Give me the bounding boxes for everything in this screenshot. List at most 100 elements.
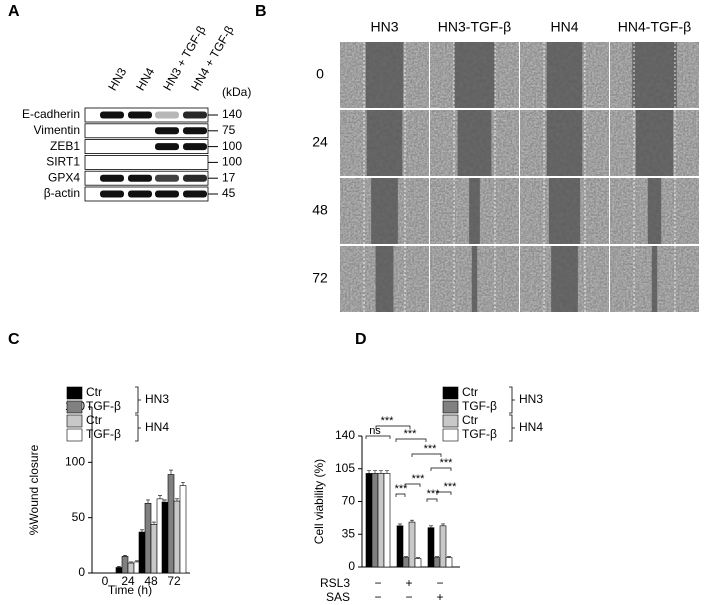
- legend-swatch: [66, 386, 83, 400]
- significance-bracket: [411, 453, 442, 457]
- panel-label: C: [8, 331, 20, 348]
- legend-group: HN4: [145, 420, 169, 434]
- legend-label: Ctr: [86, 385, 102, 399]
- bar: [115, 567, 123, 574]
- band: [183, 174, 207, 182]
- band: [155, 143, 179, 151]
- y-axis-title: Cell viability (%): [312, 459, 326, 544]
- x-tick-label: 0: [102, 574, 109, 588]
- error-bar: [140, 529, 144, 533]
- legend-group: HN3: [145, 392, 169, 406]
- gap-texture: [651, 246, 658, 312]
- bar: [365, 473, 373, 568]
- error-bar: [447, 556, 451, 558]
- gap-texture: [366, 110, 403, 176]
- y-tick-label: 105: [335, 461, 355, 475]
- legend-swatch: [66, 414, 83, 428]
- legend-label: TGF-β: [86, 399, 121, 413]
- y-tick-label: 0: [78, 565, 85, 579]
- bar: [173, 500, 181, 574]
- error-bar: [379, 470, 383, 474]
- protein-label: SIRT1: [46, 155, 80, 169]
- row-label: 0: [316, 66, 324, 82]
- protein-label: ZEB1: [50, 139, 80, 153]
- kda-label: 75: [222, 123, 236, 137]
- significance-label: ***: [440, 457, 454, 469]
- kda-label: 140: [222, 107, 242, 121]
- x-tick-label: 48: [144, 574, 158, 588]
- protein-label: Vimentin: [34, 123, 80, 137]
- bar: [408, 521, 416, 568]
- bar: [167, 474, 175, 574]
- legend-swatch: [442, 400, 459, 414]
- error-bar: [146, 499, 150, 504]
- bar: [433, 557, 441, 568]
- significance-label: ***: [404, 428, 418, 440]
- row-label: 72: [312, 270, 328, 286]
- bar: [396, 525, 404, 568]
- legend-group: HN3: [519, 392, 543, 406]
- protein-label: β-actin: [44, 186, 80, 200]
- significance-label: ***: [427, 488, 441, 500]
- error-bar: [398, 523, 402, 526]
- blot-strip: [84, 154, 209, 170]
- bar: [383, 473, 391, 568]
- column-label: HN4-TGF-β: [618, 19, 691, 35]
- column-label: HN3: [370, 19, 398, 35]
- band: [155, 190, 179, 198]
- band: [183, 111, 207, 119]
- bar: [445, 557, 453, 568]
- bar: [150, 524, 158, 574]
- significance-label: ns: [369, 425, 381, 437]
- kda-label: 100: [222, 139, 242, 153]
- gap-texture: [471, 246, 478, 312]
- legend-label: TGF-β: [462, 427, 497, 441]
- significance-bracket: [426, 498, 438, 502]
- significance-bracket: [375, 425, 411, 429]
- legend-bracket: [135, 386, 141, 414]
- condition-value: +: [405, 576, 412, 590]
- legend-bracket: [509, 386, 515, 414]
- panel-label: B: [255, 3, 267, 20]
- gap-texture: [454, 42, 495, 108]
- legend-swatch: [442, 386, 459, 400]
- error-bar: [373, 470, 377, 474]
- legend-bracket: [509, 414, 515, 442]
- y-tick-label: 0: [348, 559, 355, 573]
- bar: [427, 527, 435, 568]
- error-bar: [416, 557, 420, 559]
- error-bar: [429, 525, 433, 528]
- gap-texture: [469, 178, 480, 244]
- band: [100, 111, 124, 119]
- significance-bracket: [404, 483, 421, 487]
- band: [128, 174, 152, 182]
- column-label: HN4: [550, 19, 578, 35]
- bar: [144, 502, 152, 574]
- error-bar: [152, 521, 156, 525]
- condition-value: −: [374, 576, 381, 590]
- error-bar: [123, 554, 127, 557]
- y-axis-title: %Wound closure: [27, 444, 41, 535]
- condition-name: SAS: [326, 590, 350, 604]
- legend-swatch: [66, 428, 83, 442]
- bar: [377, 473, 385, 568]
- protein-label: GPX4: [48, 170, 80, 184]
- band: [183, 190, 207, 198]
- bar: [414, 558, 422, 568]
- kda-label: 100: [222, 155, 242, 169]
- y-tick-label: 140: [335, 428, 355, 442]
- bar: [138, 531, 146, 574]
- x-axis-title: Time (h): [108, 583, 152, 597]
- error-bar: [404, 556, 408, 558]
- gap-texture: [371, 178, 398, 244]
- error-bar: [435, 556, 439, 558]
- gap-texture: [457, 110, 492, 176]
- significance-bracket: [395, 438, 427, 442]
- y-tick-label: 100: [65, 455, 85, 469]
- legend-label: Ctr: [86, 413, 102, 427]
- gap-texture: [632, 42, 677, 108]
- kda-label: 17: [222, 170, 236, 184]
- panel-label: A: [8, 3, 20, 20]
- column-label: HN3-TGF-β: [438, 19, 511, 35]
- bar: [371, 473, 379, 568]
